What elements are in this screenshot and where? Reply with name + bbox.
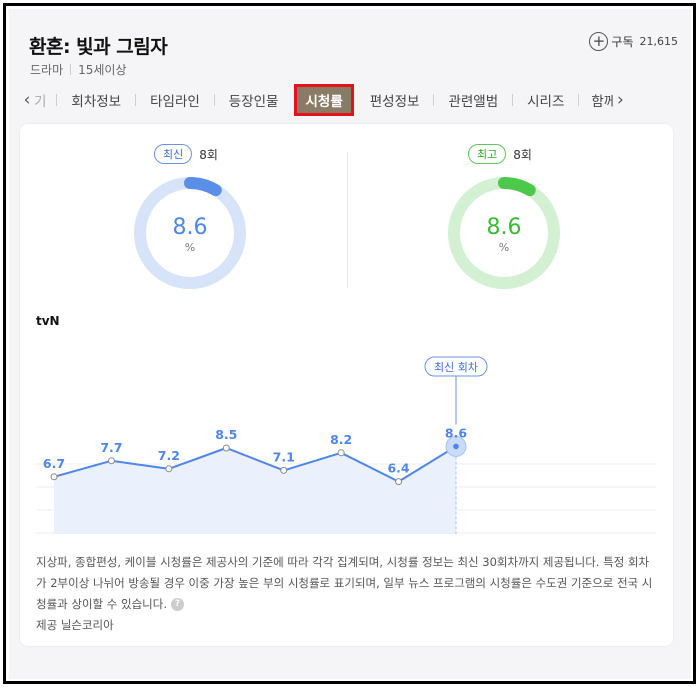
ratings-card: 최신 8회 8.6 % 최고 8회 8.6 % tvN 6.71회12.10.7…	[20, 124, 673, 646]
channel-label: tvN	[36, 314, 60, 328]
subscribe-count: 21,615	[639, 35, 679, 48]
tab-divider	[213, 94, 215, 106]
highest-header: 최고 8회	[468, 144, 532, 164]
data-value-label: 7.7	[100, 440, 122, 455]
tab-episode-info[interactable]: 회차정보	[71, 94, 122, 110]
data-point	[280, 466, 288, 474]
latest-donut	[134, 177, 246, 289]
latest-callout-box	[424, 356, 488, 377]
tab-timeline[interactable]: 타임라인	[150, 94, 200, 110]
data-value-label: 7.2	[158, 448, 180, 463]
subscribe-button[interactable]: + 구독 21,615	[589, 32, 678, 51]
ratings-line-chart: 6.71회12.10.7.72회12.11.7.23회12.17.8.54회12…	[36, 356, 656, 534]
tab-prev-arrow-icon[interactable]: ‹	[23, 90, 31, 110]
data-point	[50, 473, 58, 481]
data-value-label: 8.5	[215, 427, 237, 442]
data-point	[337, 449, 345, 457]
chart-area	[54, 446, 456, 534]
tab-divider	[433, 94, 435, 106]
tab-ratings[interactable]: 시청률	[294, 84, 354, 116]
latest-donut-arc	[134, 177, 246, 289]
highest-donut	[448, 177, 560, 289]
summary-divider	[347, 152, 348, 288]
tab-cast[interactable]: 등장인물	[228, 94, 279, 110]
data-point	[165, 465, 173, 473]
highest-badge: 최고	[468, 144, 507, 164]
latest-point	[453, 443, 459, 450]
ratings-series-line	[53, 445, 457, 483]
data-value-label: 6.4	[387, 461, 409, 476]
data-value-label: 8.6	[445, 425, 467, 440]
tab-partial-left[interactable]: 기	[34, 94, 47, 110]
latest-unit: %	[184, 241, 196, 254]
data-value-label: 7.1	[273, 449, 295, 464]
age-rating: 15세이상	[78, 63, 127, 77]
help-icon[interactable]: ?	[171, 598, 185, 611]
meta-divider	[70, 64, 72, 75]
latest-header: 최신 8회	[154, 144, 218, 164]
tab-divider	[56, 94, 58, 106]
ratings-notice: 지상파, 종합편성, 케이블 시청률은 제공사의 기준에 따라 각각 집계되며,…	[36, 552, 658, 615]
tab-next-arrow-icon[interactable]: ›	[616, 90, 624, 110]
data-value-label: 8.2	[330, 432, 352, 447]
plus-icon: +	[589, 32, 609, 51]
latest-badge: 최신	[154, 144, 193, 164]
program-meta: 드라마 15세이상	[30, 61, 127, 78]
tab-schedule[interactable]: 편성정보	[369, 94, 420, 110]
data-point	[222, 444, 230, 452]
data-point	[107, 457, 115, 465]
tab-divider	[578, 94, 580, 106]
data-point	[395, 478, 403, 486]
subscribe-label: 구독	[611, 35, 634, 49]
program-title[interactable]: 환혼: 빛과 그림자	[29, 36, 168, 58]
highest-unit: %	[498, 241, 510, 254]
latest-episode: 8회	[199, 147, 218, 162]
data-value-label: 6.7	[43, 456, 65, 471]
tab-bar: ‹ 기 회차정보 타임라인 등장인물 시청률 편성정보 관련앨범 시리즈 함께 …	[20, 84, 680, 116]
tab-albums[interactable]: 관련앨범	[448, 94, 499, 110]
genre-label: 드라마	[30, 63, 64, 77]
highest-value: 8.6	[486, 215, 522, 240]
latest-value: 8.6	[172, 215, 208, 240]
tab-partial-right[interactable]: 함께	[591, 94, 614, 110]
tab-series[interactable]: 시리즈	[527, 94, 565, 110]
latest-callout-label: 최신 회차	[434, 361, 478, 374]
highest-donut-arc	[448, 177, 560, 289]
tab-divider	[135, 94, 137, 106]
tab-divider	[512, 94, 514, 106]
highest-episode: 8회	[513, 147, 532, 162]
data-provider: 제공 닐슨코리아	[36, 618, 114, 632]
notice-text: 지상파, 종합편성, 케이블 시청률은 제공사의 기준에 따라 각각 집계되며,…	[36, 555, 653, 611]
